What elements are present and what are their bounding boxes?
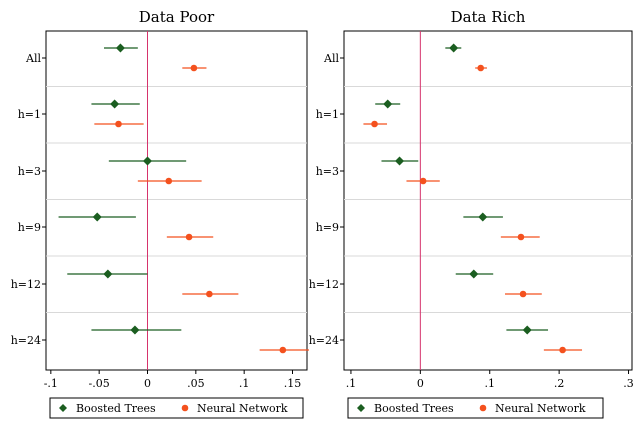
point-estimate-boosted-trees (92, 212, 102, 222)
y-category-label: h=24 (11, 334, 41, 347)
x-tick-label: .05 (187, 377, 205, 390)
legend: Boosted Trees Neural Network (49, 397, 304, 419)
point-estimate-boosted-trees (130, 325, 140, 335)
x-tick-label: .3 (623, 377, 633, 390)
legend-label-neural-network: Neural Network (197, 402, 288, 415)
y-category-label: h=3 (18, 165, 41, 178)
point-estimate-boosted-trees (395, 156, 405, 166)
point-estimate-boosted-trees (110, 99, 120, 109)
point-estimate-neural-network (190, 64, 198, 72)
panel-data-poor: Data Poor All h=1 h=3 h=9 h=12 h=24 -.1 -.05 0 .05… (11, 8, 309, 419)
legend-diamond-icon (357, 404, 365, 412)
y-category-label: h=12 (11, 278, 41, 291)
x-tick-label: -.05 (89, 377, 110, 390)
point-estimate-neural-network (519, 290, 527, 298)
y-category-label: All (323, 52, 339, 65)
y-category-label: All (25, 52, 41, 65)
x-tick-label: 0 (417, 377, 424, 390)
x-tick-label: .1 (346, 377, 357, 390)
point-estimate-boosted-trees (478, 212, 488, 222)
point-estimate-neural-network (559, 346, 566, 354)
point-estimate-boosted-trees (469, 269, 479, 279)
point-estimate-neural-network (419, 177, 427, 185)
point-estimate-boosted-trees (522, 325, 532, 335)
point-estimate-boosted-trees (449, 43, 459, 53)
point-estimate-neural-network (165, 177, 173, 185)
point-estimate-boosted-trees (143, 156, 152, 166)
legend-diamond-icon (59, 404, 67, 412)
point-estimate-boosted-trees (103, 269, 113, 279)
point-estimate-neural-network (279, 346, 287, 354)
legend-box (49, 397, 304, 419)
y-category-label: h=1 (18, 108, 41, 121)
panel-title: Data Rich (451, 8, 526, 26)
panel-data-rich: Data Rich All h=1 h=3 h=9 h=12 h=24 .1 0 .1 .2 .3 Bo… (309, 8, 633, 419)
legend-label-neural-network: Neural Network (495, 402, 586, 415)
y-category-label: h=24 (309, 334, 339, 347)
point-estimate-neural-network (115, 120, 122, 128)
plot-area-frame (45, 30, 308, 371)
x-tick-label: 0 (144, 377, 151, 390)
point-estimate-neural-network (185, 233, 193, 241)
y-category-label: h=1 (316, 108, 339, 121)
point-estimate-neural-network (517, 233, 525, 241)
x-tick-label: .15 (284, 377, 302, 390)
point-estimate-neural-network (206, 290, 213, 298)
y-category-label: h=12 (309, 278, 339, 291)
point-estimate-boosted-trees (383, 99, 393, 109)
x-tick-label: -.1 (44, 377, 58, 390)
x-tick-label: .1 (484, 377, 495, 390)
plot-area-frame (343, 30, 633, 371)
legend: Boosted Trees Neural Network (347, 397, 604, 419)
point-estimate-neural-network (371, 120, 378, 128)
y-category-label: h=9 (18, 221, 41, 234)
x-tick-label: .1 (239, 377, 250, 390)
legend-circle-icon (479, 404, 487, 412)
y-category-label: h=9 (316, 221, 339, 234)
x-tick-label: .2 (554, 377, 565, 390)
legend-label-boosted-trees: Boosted Trees (374, 402, 454, 415)
panel-title: Data Poor (139, 8, 215, 26)
legend-circle-icon (181, 404, 189, 412)
legend-box (347, 397, 604, 419)
point-estimate-boosted-trees (115, 43, 125, 53)
point-estimate-neural-network (477, 64, 485, 72)
legend-label-boosted-trees: Boosted Trees (76, 402, 156, 415)
y-category-label: h=3 (316, 165, 339, 178)
